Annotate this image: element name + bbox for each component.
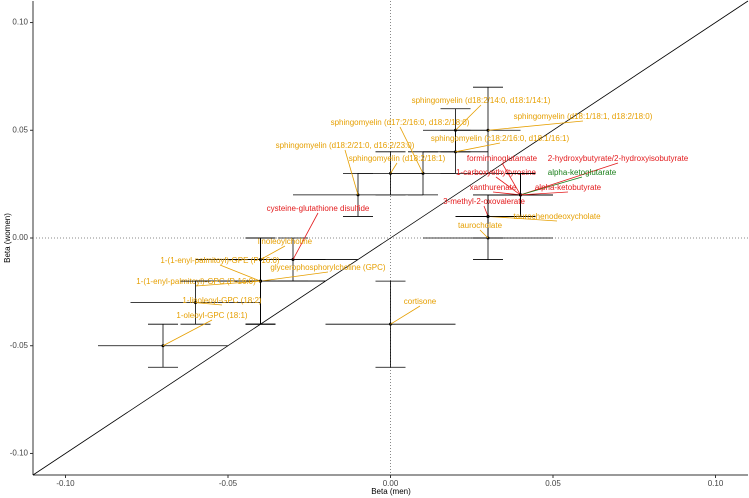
point-label: sphingomyelin (d18:2/14:0, d18:1/14:1) [412, 96, 551, 105]
x-tick-label: -0.05 [219, 479, 238, 488]
point-label: taurocholate [458, 221, 503, 230]
x-axis-label: Beta (men) [371, 487, 411, 496]
label-arrow [483, 205, 489, 217]
point-label: sphingomyelin (d18:2/18:1) [349, 154, 446, 163]
point-label: sphingomyelin (d18:1/18:1, d18:2/18:0) [514, 112, 653, 121]
point-label: 1-linoleoyl-GPC (18:2) [182, 296, 261, 305]
label-arrow [292, 212, 319, 260]
x-tick-label: 0.10 [708, 479, 724, 488]
point-label: taurochenodeoxycholate [513, 212, 601, 221]
label-arrow [501, 162, 521, 196]
label-arrow [195, 280, 261, 287]
point-label: sphingomyelin (d18:2/21:0, d16:2/23:0) [276, 141, 415, 150]
y-tick-label: -0.05 [10, 341, 29, 350]
label-arrow [162, 319, 213, 347]
point-label: cortisone [404, 297, 437, 306]
label-arrow [195, 302, 223, 306]
point-label: glycerophosphorylcholine (GPC) [270, 263, 386, 272]
label-arrow [492, 191, 521, 196]
label-arrow [520, 176, 583, 196]
x-tick-label: -0.10 [56, 479, 75, 488]
label-arrow [399, 126, 424, 174]
label-arrow [487, 216, 558, 222]
point-label: 1-oleoyl-GPC (18:1) [176, 311, 247, 320]
point-label: alpha-ketoglutarate [548, 168, 617, 177]
y-tick-label: 0.00 [12, 233, 28, 242]
point-label: 1-(1-enyl-palmitoyl)-GPE (P-16:0) [160, 256, 279, 265]
label-arrow [495, 176, 521, 196]
y-tick-label: 0.05 [12, 125, 28, 134]
y-tick-label: 0.10 [12, 18, 28, 27]
point-label: 1-carboxyethyltyrosine [456, 168, 537, 177]
label-arrow [344, 149, 359, 196]
label-arrow [260, 245, 286, 260]
point-label: xanthurenate [470, 183, 517, 192]
point-label: 1-(1-enyl-palmitoyl)-GPC (P-16:0) [136, 277, 256, 286]
point-label: sphingomyelin (d17:2/16:0, d18:2/18:0) [331, 118, 470, 127]
label-arrow [455, 104, 482, 131]
identity-line [32, 0, 749, 476]
label-arrow [260, 271, 329, 282]
label-arrow [390, 162, 398, 174]
y-axis-label: Beta (women) [3, 213, 12, 263]
x-tick-label: 0.00 [383, 479, 399, 488]
point-label: sphingomyelin (c18:2/16:0, d18:1/16:1) [431, 134, 570, 143]
label-arrow [455, 142, 501, 153]
point-label: 2-hydroxybutyrate/2-hydroxyisobutyrate [548, 154, 689, 163]
point-label: linoleoylcholine [258, 237, 313, 246]
point-label: 3-methyl-2-oxovalerate [443, 197, 525, 206]
label-arrow [520, 162, 619, 196]
label-arrow [390, 305, 421, 325]
label-arrow [487, 120, 584, 131]
point-label: formiminoglutamate [467, 154, 538, 163]
label-arrow [479, 229, 489, 239]
x-tick-label: 0.05 [545, 479, 561, 488]
point-label: cysteine-glutathione disulfide [267, 204, 370, 213]
label-arrow [219, 264, 261, 282]
y-tick-label: -0.10 [10, 449, 29, 458]
point-label: alpha-ketobutyrate [535, 183, 602, 192]
label-arrow [520, 191, 569, 196]
